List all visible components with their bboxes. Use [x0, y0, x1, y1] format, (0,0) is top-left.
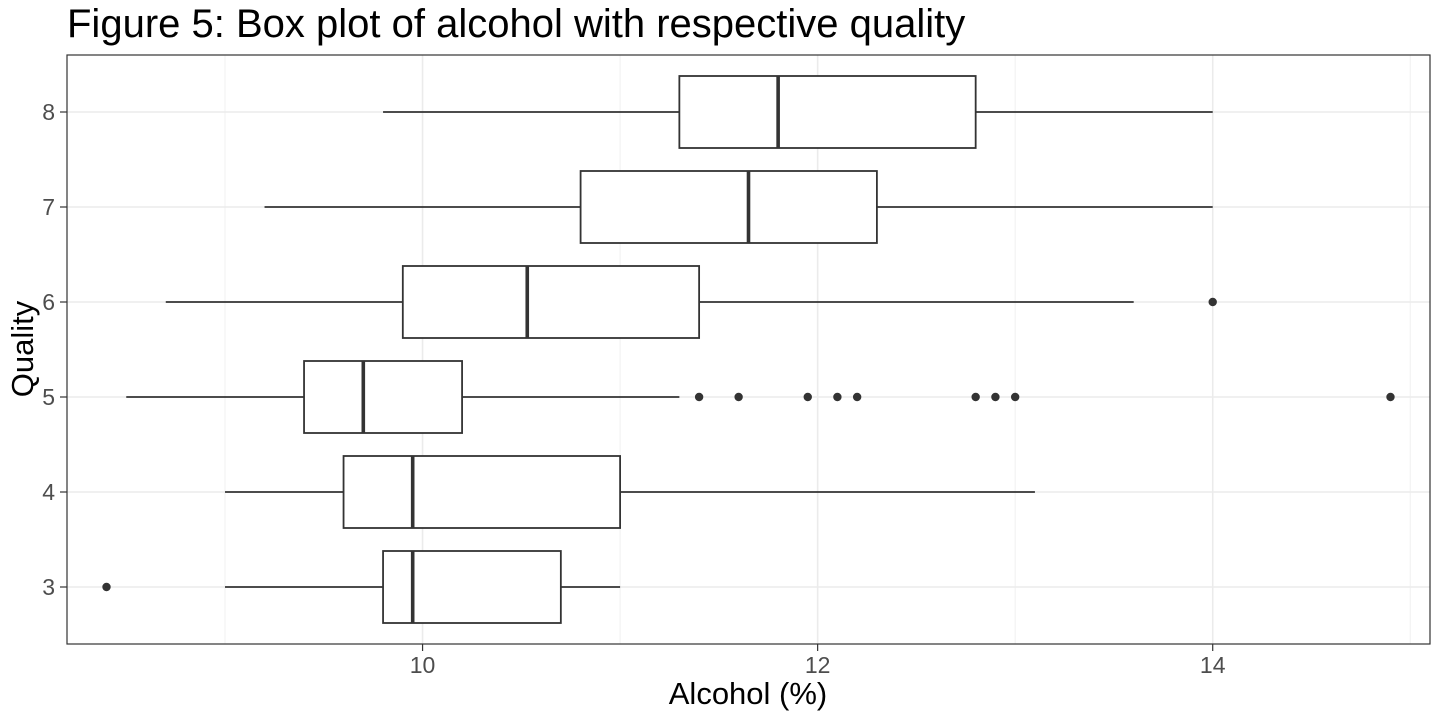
box-quality-7: [264, 170, 1213, 244]
panel-border: [66, 54, 1431, 645]
y-axis-title: Quality: [5, 300, 40, 397]
x-tick-label: 10: [410, 652, 436, 678]
outlier-point: [1386, 392, 1395, 402]
y-tick-label: 7: [42, 194, 55, 220]
box-iqr: [382, 550, 562, 624]
outlier-point: [803, 392, 812, 402]
outlier-point: [991, 392, 1000, 402]
chart-title: Figure 5: Box plot of alcohol with respe…: [67, 2, 965, 46]
outlier-point: [102, 582, 111, 592]
box-iqr: [401, 265, 701, 339]
outlier-point: [694, 392, 704, 402]
outlier-point: [1010, 392, 1020, 402]
box-iqr: [579, 170, 878, 244]
y-tick-label: 4: [42, 479, 55, 505]
box-quality-6: [165, 265, 1217, 339]
outlier-point: [971, 392, 980, 402]
x-axis-ticks: 10 12 14: [410, 644, 1226, 678]
y-tick-label: 5: [42, 384, 55, 410]
boxes: [102, 75, 1395, 624]
outlier-point: [1208, 297, 1217, 307]
outlier-point: [833, 392, 842, 402]
x-axis-title: Alcohol (%): [669, 676, 828, 711]
box-quality-3: [102, 550, 621, 624]
box-iqr: [678, 75, 977, 149]
box-quality-8: [383, 75, 1213, 149]
x-tick-label: 14: [1200, 652, 1226, 678]
outlier-point: [852, 392, 862, 402]
box-iqr: [303, 360, 463, 434]
y-axis-ticks: 3 4 5 6 7 8: [42, 99, 67, 600]
x-tick-label: 12: [805, 652, 831, 678]
box-quality-4: [225, 455, 1035, 529]
box-iqr: [342, 455, 622, 529]
outlier-point: [734, 392, 743, 402]
y-tick-label: 3: [42, 574, 55, 600]
box-quality-5: [126, 360, 1395, 434]
y-tick-label: 6: [42, 289, 55, 315]
y-tick-label: 8: [42, 99, 55, 125]
